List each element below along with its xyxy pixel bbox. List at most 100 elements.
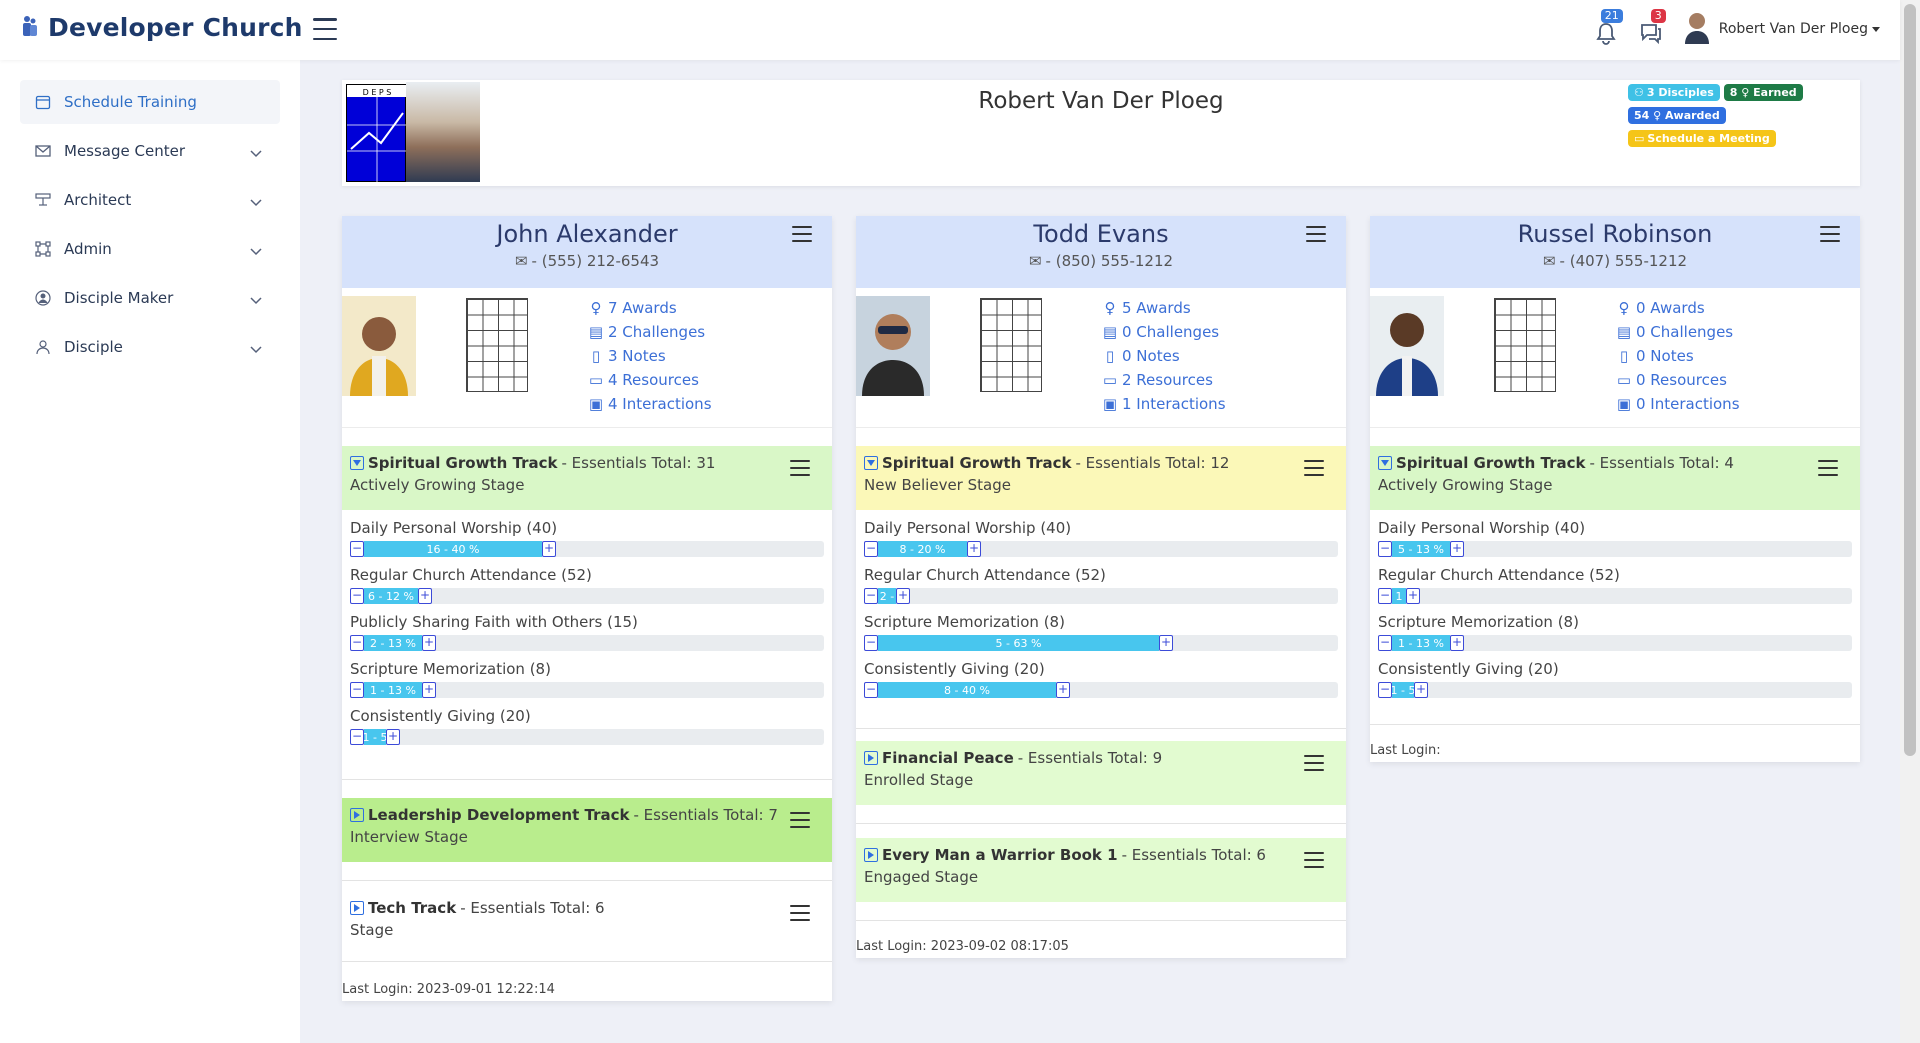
increment-button[interactable]: + — [418, 588, 432, 604]
interactions-link[interactable]: ▣ 0 Interactions — [1616, 394, 1740, 414]
brand[interactable]: Developer Church — [22, 13, 303, 42]
notifications-button[interactable]: 21 — [1595, 9, 1623, 45]
metric: Regular Church Attendance (52) −2 - + — [864, 565, 1338, 604]
disciple-name[interactable]: Todd Evans — [1033, 220, 1169, 248]
decrement-button[interactable]: − — [1378, 541, 1392, 557]
user-menu[interactable]: Robert Van Der Ploeg — [1683, 10, 1880, 48]
track-menu-button[interactable] — [790, 905, 810, 921]
decrement-button[interactable]: − — [864, 541, 878, 557]
track-total: - Essentials Total: 6 — [1121, 846, 1266, 864]
sidebar-item-label: Message Center — [64, 142, 185, 160]
track-menu-button[interactable] — [1304, 852, 1324, 868]
decrement-button[interactable]: − — [1378, 635, 1392, 651]
awards-link[interactable]: ♀ 0 Awards — [1616, 298, 1740, 318]
increment-button[interactable]: + — [1406, 588, 1420, 604]
track-menu-button[interactable] — [1304, 460, 1324, 476]
notes-link[interactable]: ▯ 3 Notes — [588, 346, 712, 366]
track-title[interactable]: Leadership Development Track — [368, 806, 630, 824]
increment-button[interactable]: + — [386, 729, 400, 745]
expand-toggle-icon[interactable] — [350, 901, 364, 915]
sidebar-item-message-center[interactable]: Message Center — [20, 129, 280, 173]
metric-label: Scripture Memorization (8) — [350, 660, 551, 678]
increment-button[interactable]: + — [422, 635, 436, 651]
track-menu-button[interactable] — [1304, 755, 1324, 771]
track-total: - Essentials Total: 4 — [1589, 454, 1734, 472]
decrement-button[interactable]: − — [350, 635, 364, 651]
disciples-badge-label: 3 Disciples — [1646, 86, 1714, 99]
track-menu-button[interactable] — [1818, 460, 1838, 476]
track-title[interactable]: Spiritual Growth Track — [368, 454, 558, 472]
resources-link[interactable]: ▭ 4 Resources — [588, 370, 712, 390]
progress-grid-icon[interactable] — [466, 298, 528, 392]
increment-button[interactable]: + — [967, 541, 981, 557]
awards-link[interactable]: ♀ 5 Awards — [1102, 298, 1226, 318]
messages-button[interactable]: 3 — [1639, 9, 1666, 45]
phone-icon: ✉ — [1028, 252, 1042, 270]
page-scrollbar[interactable] — [1900, 0, 1920, 1043]
card-menu-button[interactable] — [1820, 226, 1840, 242]
awarded-badge[interactable]: 54 ♀ Awarded — [1628, 107, 1726, 124]
increment-button[interactable]: + — [422, 682, 436, 698]
interactions-link[interactable]: ▣ 4 Interactions — [588, 394, 712, 414]
menu-toggle-button[interactable] — [313, 18, 337, 40]
schedule-meeting-badge[interactable]: ▭ Schedule a Meeting — [1628, 130, 1776, 147]
track-title[interactable]: Financial Peace — [882, 749, 1014, 767]
decrement-button[interactable]: − — [350, 588, 364, 604]
scrollbar-thumb[interactable] — [1904, 4, 1916, 756]
increment-button[interactable]: + — [896, 588, 910, 604]
notes-link[interactable]: ▯ 0 Notes — [1616, 346, 1740, 366]
track-title[interactable]: Every Man a Warrior Book 1 — [882, 846, 1118, 864]
increment-button[interactable]: + — [1414, 682, 1428, 698]
track-menu-button[interactable] — [790, 460, 810, 476]
disciple-avatar — [342, 296, 416, 396]
challenges-label: 0 Challenges — [1122, 323, 1220, 341]
decrement-button[interactable]: − — [350, 682, 364, 698]
decrement-button[interactable]: − — [864, 635, 878, 651]
increment-button[interactable]: + — [1056, 682, 1070, 698]
challenges-link[interactable]: ▤ 2 Challenges — [588, 322, 712, 342]
notes-icon: ▯ — [591, 347, 601, 365]
disciple-name[interactable]: John Alexander — [496, 220, 678, 248]
resources-link[interactable]: ▭ 2 Resources — [1102, 370, 1226, 390]
track-title[interactable]: Tech Track — [368, 899, 457, 917]
progress-grid-icon[interactable] — [1494, 298, 1556, 392]
collapse-toggle-icon[interactable] — [1378, 456, 1392, 470]
challenges-link[interactable]: ▤ 0 Challenges — [1616, 322, 1740, 342]
collapse-toggle-icon[interactable] — [350, 456, 364, 470]
increment-button[interactable]: + — [542, 541, 556, 557]
track-title[interactable]: Spiritual Growth Track — [1396, 454, 1586, 472]
progress-grid-icon[interactable] — [980, 298, 1042, 392]
expand-toggle-icon[interactable] — [350, 808, 364, 822]
disciples-badge[interactable]: ⚇ 3 Disciples — [1628, 84, 1720, 101]
track-menu-button[interactable] — [790, 812, 810, 828]
awards-link[interactable]: ♀ 7 Awards — [588, 298, 712, 318]
expand-toggle-icon[interactable] — [864, 848, 878, 862]
card-menu-button[interactable] — [1306, 226, 1326, 242]
decrement-button[interactable]: − — [1378, 682, 1392, 698]
collapse-toggle-icon[interactable] — [864, 456, 878, 470]
sidebar-item-admin[interactable]: Admin — [20, 227, 280, 271]
decrement-button[interactable]: − — [1378, 588, 1392, 604]
phone-icon: ✉ — [514, 252, 528, 270]
sidebar-item-architect[interactable]: Architect — [20, 178, 280, 222]
decrement-button[interactable]: − — [350, 541, 364, 557]
card-menu-button[interactable] — [792, 226, 812, 242]
increment-button[interactable]: + — [1159, 635, 1173, 651]
disciple-name[interactable]: Russel Robinson — [1517, 220, 1713, 248]
decrement-button[interactable]: − — [350, 729, 364, 745]
notes-link[interactable]: ▯ 0 Notes — [1102, 346, 1226, 366]
challenges-link[interactable]: ▤ 0 Challenges — [1102, 322, 1226, 342]
increment-button[interactable]: + — [1450, 541, 1464, 557]
expand-toggle-icon[interactable] — [864, 751, 878, 765]
track-title[interactable]: Spiritual Growth Track — [882, 454, 1072, 472]
interactions-link[interactable]: ▣ 1 Interactions — [1102, 394, 1226, 414]
earned-badge[interactable]: 8 ♀ Earned — [1723, 84, 1803, 101]
sidebar-item-disciple[interactable]: Disciple — [20, 325, 280, 369]
resources-link[interactable]: ▭ 0 Resources — [1616, 370, 1740, 390]
sidebar-item-schedule-training[interactable]: Schedule Training — [20, 80, 280, 124]
decrement-button[interactable]: − — [864, 588, 878, 604]
increment-button[interactable]: + — [1450, 635, 1464, 651]
decrement-button[interactable]: − — [864, 682, 878, 698]
sidebar-item-disciple-maker[interactable]: Disciple Maker — [20, 276, 280, 320]
interactions-label: 1 Interactions — [1122, 395, 1226, 413]
